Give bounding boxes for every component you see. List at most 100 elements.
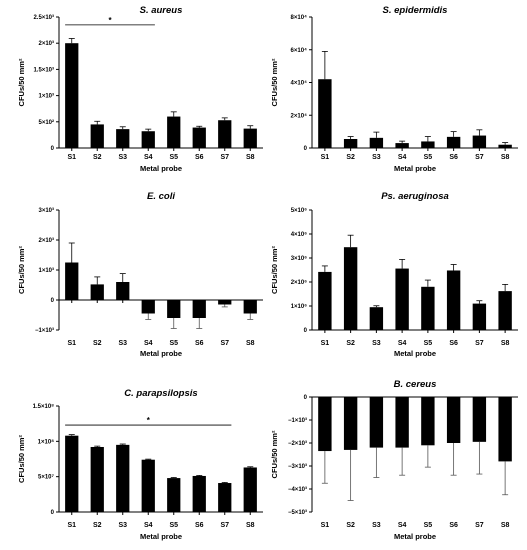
bar-s6 [446,270,461,330]
x-tick-label: S5 [169,154,178,161]
y-axis-label: CFUs/50 mm² [270,246,279,294]
y-tick-label: 4×10⁶ [291,232,308,238]
y-tick-label: 8×10⁴ [291,15,308,21]
x-tick-label: S1 [321,340,330,347]
x-tick-label: S1 [67,154,76,161]
chart-title: S. epidermidis [383,5,448,16]
bar-s5 [421,141,435,148]
y-tick-label: 5×10⁶ [291,208,308,214]
bar-s2 [90,124,104,148]
x-tick-label: S3 [372,154,381,161]
significance-star: * [108,16,112,25]
x-tick-label: S2 [346,522,355,529]
chart-title: C. parapsilopsis [124,388,197,399]
x-tick-label: S7 [475,522,484,529]
x-tick-label: S6 [195,154,204,161]
bar-s8 [243,128,257,148]
x-tick-label: S8 [246,522,255,529]
bar-s4 [141,300,155,314]
x-tick-label: S4 [144,522,153,529]
bar-s2 [343,247,358,330]
y-tick-label: −3×10³ [288,463,307,470]
x-axis-label: Metal probe [394,532,436,541]
x-tick-label: S5 [169,522,178,529]
chart-panel-6: B. cereus −5×10³ −4×10³ −3×10³ −2×10³ −1×10³ 0… [270,379,518,541]
y-tick-label: 6×10⁴ [291,48,308,54]
bar-s1 [318,79,332,148]
x-tick-label: S5 [424,154,433,161]
bar-s5 [421,286,435,330]
x-tick-label: S6 [449,522,458,529]
x-tick-label: S1 [67,340,76,347]
x-tick-label: S6 [449,154,458,161]
y-tick-label: 5×10² [38,119,54,126]
x-tick-label: S4 [144,340,153,347]
chart-panel-5: C. parapsilopsis 0 5×10⁷ 1×10⁸ 1.5×10⁸ CFUs/5… [17,388,263,541]
x-tick-label: S7 [220,522,229,529]
chart-title: B. cereus [394,379,437,390]
x-tick-label: S5 [424,340,433,347]
bar-s8 [498,291,512,330]
y-tick-label: 5×10⁷ [38,475,55,481]
chart-panel-2: S. epidermidis 0 2×10⁴ 4×10⁴ 6×10⁴ 8×10⁴ CFUs/… [270,5,518,173]
chart-panel-4: Ps. aeruginosa 0 1×10⁶ 2×10⁶ 3×10⁶ 4×10⁶ 5×10⁶… [270,191,518,358]
bar-s2 [343,138,358,148]
y-tick-label: 0 [51,510,55,516]
bar-s5 [167,478,181,512]
y-axis-label: CFUs/50 mm² [270,430,279,478]
bar-s8 [498,397,512,462]
bar-s6 [192,127,206,148]
x-axis-label: Metal probe [394,349,436,358]
y-tick-label: −5×10³ [288,509,307,516]
bar-s5 [167,300,181,318]
x-tick-label: S3 [118,340,127,347]
y-axis-label: CFUs/50 mm² [17,58,26,106]
x-tick-label: S1 [67,522,76,529]
bar-s5 [167,116,181,148]
y-tick-label: 3×10⁶ [291,256,308,262]
y-tick-label: −2×10³ [288,440,307,447]
bar-s7 [472,303,487,330]
x-tick-label: S4 [398,340,407,347]
bar-s6 [446,136,461,148]
x-tick-label: S2 [346,340,355,347]
y-tick-label: 1×10³ [38,267,54,274]
y-tick-label: 2×10⁶ [291,280,308,286]
y-tick-label: 2×10³ [38,237,54,244]
bar-s2 [90,284,104,300]
bar-s7 [218,120,232,148]
significance-star: * [147,416,151,425]
chart-title: Ps. aeruginosa [381,191,449,202]
bar-s1 [318,397,332,452]
bar-s7 [472,397,487,442]
bar-s7 [218,483,232,512]
bar-s5 [421,397,435,446]
x-tick-label: S5 [424,522,433,529]
bar-s6 [192,475,206,512]
bar-s6 [192,300,206,318]
x-axis-label: Metal probe [140,532,182,541]
x-tick-label: S1 [321,154,330,161]
x-tick-label: S3 [118,522,127,529]
y-tick-label: −4×10³ [288,486,307,493]
bar-s2 [90,446,104,512]
bar-s4 [141,131,155,148]
x-tick-label: S6 [195,340,204,347]
x-tick-label: S8 [501,522,510,529]
y-tick-label: 3×10³ [38,207,54,214]
y-tick-label: 1×10³ [38,93,54,100]
x-tick-label: S4 [398,154,407,161]
x-tick-label: S8 [246,340,255,347]
bar-s6 [446,397,461,443]
chart-title: S. aureus [140,5,183,16]
y-tick-label: 2×10³ [38,40,54,47]
x-tick-label: S2 [93,154,102,161]
bar-s3 [369,397,384,448]
x-tick-label: S2 [346,154,355,161]
y-tick-label: 0 [304,395,308,401]
bar-s1 [65,435,79,512]
y-axis-label: CFUs/50 mm² [17,246,26,294]
bar-s8 [243,300,257,314]
x-tick-label: S1 [321,522,330,529]
bar-s7 [472,135,487,148]
